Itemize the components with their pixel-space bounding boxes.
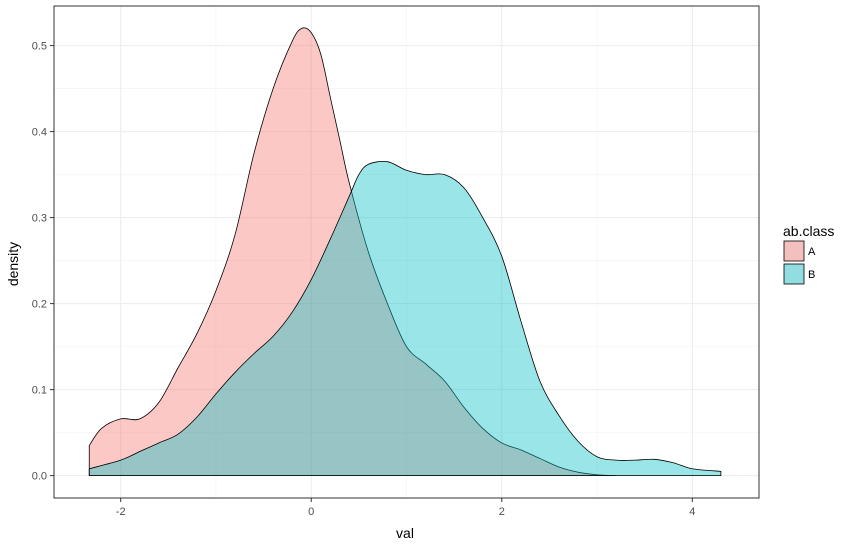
- x-tick-label: 2: [499, 506, 505, 518]
- legend-title: ab.class: [783, 223, 834, 239]
- y-tick-label: 0.0: [32, 471, 47, 483]
- panel-border: [53, 5, 760, 499]
- y-axis-title: density: [5, 242, 21, 286]
- legend-key-A: [783, 240, 805, 262]
- density-area-B: [88, 160, 722, 477]
- y-tick-label: 0.5: [32, 41, 47, 53]
- y-tick-label: 0.1: [32, 385, 47, 397]
- density-area-A: [88, 27, 617, 477]
- legend-key-bg: [783, 240, 805, 262]
- density-areas: [88, 27, 722, 477]
- legend: ab.class AB: [783, 223, 834, 285]
- x-tick-label: 0: [308, 506, 314, 518]
- x-axis-ticks: -2 0 2 4: [116, 498, 695, 518]
- x-tick-label: 4: [689, 506, 695, 518]
- y-axis-ticks: 0.0 0.1 0.2 0.3 0.4 0.5: [32, 41, 54, 483]
- x-axis-title: val: [396, 525, 414, 541]
- y-tick-label: 0.4: [32, 127, 47, 139]
- y-tick-label: 0.3: [32, 213, 47, 225]
- x-tick-label: -2: [116, 506, 126, 518]
- legend-label-A: A: [808, 246, 816, 258]
- y-tick-label: 0.2: [32, 299, 47, 311]
- legend-key-B: [783, 263, 805, 285]
- legend-key-bg: [783, 263, 805, 285]
- legend-label-B: B: [808, 269, 815, 281]
